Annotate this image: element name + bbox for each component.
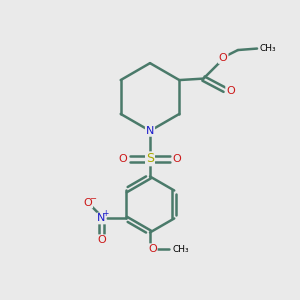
Text: O: O: [226, 86, 235, 96]
Text: N: N: [97, 214, 106, 224]
Text: N: N: [146, 126, 154, 136]
Text: O: O: [118, 154, 127, 164]
Text: O: O: [97, 235, 106, 245]
Text: O: O: [219, 53, 228, 63]
Text: −: −: [89, 194, 96, 202]
Text: O: O: [148, 244, 157, 254]
Text: O: O: [173, 154, 182, 164]
Text: O: O: [83, 198, 92, 208]
Text: CH₃: CH₃: [260, 44, 276, 53]
Text: +: +: [103, 209, 109, 218]
Text: S: S: [146, 152, 154, 165]
Text: CH₃: CH₃: [173, 245, 190, 254]
